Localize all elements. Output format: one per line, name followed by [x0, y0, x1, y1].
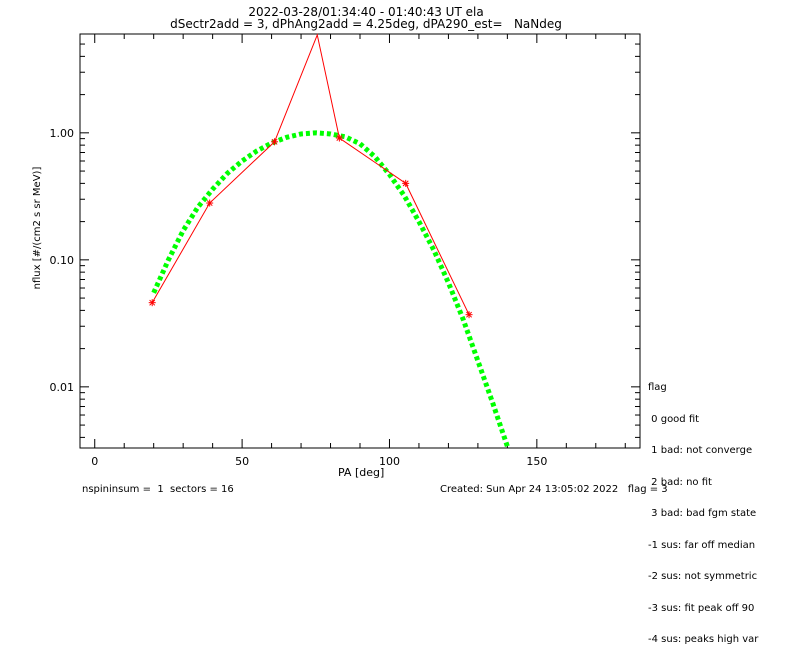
x-tick-label: 50	[235, 455, 249, 468]
y-tick-label: 0.10	[50, 254, 75, 267]
y-tick-label: 0.01	[50, 381, 75, 394]
asterisk-stroke	[149, 299, 156, 306]
chart-title-line2: dSectr2add = 3, dPhAng2add = 4.25deg, dP…	[170, 17, 562, 31]
axes: 0 50 100 150 0.01 0.10 1.00	[50, 33, 641, 468]
footer-spin-info: nspininsum = 1 sectors = 16	[82, 484, 234, 495]
x-tick-label: 150	[526, 455, 547, 468]
chart-title-line1: 2022-03-28/01:34:40 - 01:40:43 UT ela	[248, 5, 484, 19]
flag-legend: flag 0 good fit 1 bad: not converge 2 ba…	[648, 362, 758, 656]
asterisk-stroke	[466, 311, 473, 318]
y-tick-label: 1.00	[50, 127, 75, 140]
legend-item: -3 sus: fit peak off 90	[648, 602, 755, 614]
plot-frame	[79, 33, 641, 449]
asterisk-stroke	[402, 180, 409, 187]
y-axis-label: nflux [#/(cm2 s sr MeV)]	[32, 166, 43, 290]
legend-item: 1 bad: not converge	[648, 445, 753, 456]
x-axis-label: PA [deg]	[338, 466, 385, 479]
legend-title: flag	[648, 382, 667, 393]
x-tick-label: 100	[379, 455, 400, 468]
data-point	[148, 299, 156, 307]
plot-area: 0 50 100 150 0.01 0.10 1.00	[50, 33, 641, 468]
data-series	[148, 33, 473, 319]
footer-created-info: Created: Sun Apr 24 13:05:02 2022 flag =…	[440, 484, 668, 495]
data-line	[151, 33, 470, 315]
legend-item: 2 bad: no fit	[648, 476, 712, 488]
data-point	[271, 138, 279, 146]
data-point	[335, 134, 343, 142]
x-tick-label: 0	[91, 455, 98, 468]
data-point	[465, 311, 473, 319]
data-point	[206, 199, 214, 207]
legend-item: -2 sus: not symmetric	[648, 571, 758, 582]
asterisk-stroke	[336, 135, 343, 142]
asterisk-stroke	[206, 200, 213, 207]
fit-curve	[151, 130, 510, 448]
legend-item: 0 good fit	[648, 413, 700, 425]
asterisk-stroke	[271, 138, 278, 145]
legend-item: -4 sus: peaks high var	[648, 634, 759, 645]
legend-item: -1 sus: far off median	[648, 539, 756, 551]
legend-item: 3 bad: bad fgm state	[648, 508, 757, 519]
data-point	[402, 179, 410, 187]
fit-series	[151, 130, 510, 448]
